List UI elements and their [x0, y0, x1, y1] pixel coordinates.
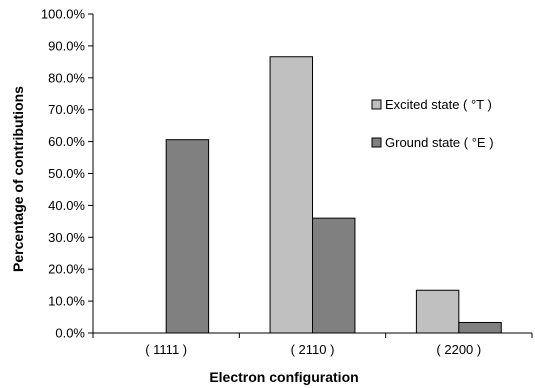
y-tick-label: 20.0% — [48, 262, 85, 277]
y-tick-label: 70.0% — [48, 102, 85, 117]
legend-label: Ground state ( °E ) — [385, 135, 494, 150]
y-tick-label: 40.0% — [48, 198, 85, 213]
y-tick-label: 0.0% — [55, 326, 85, 341]
legend-label: Excited state ( °T ) — [385, 97, 492, 112]
y-tick-label: 100.0% — [41, 7, 86, 22]
y-axis-title: Percentage of contributions — [10, 86, 26, 272]
bar-excited-2 — [415, 289, 460, 334]
legend-swatch — [371, 137, 382, 148]
y-tick-label: 50.0% — [48, 166, 85, 181]
bars — [165, 56, 502, 334]
y-tick-label: 90.0% — [48, 38, 85, 53]
legend: Excited state ( °T ) Ground state ( °E ) — [371, 97, 494, 150]
bar-excited-1 — [269, 56, 313, 334]
x-axis-title: Electron configuration — [209, 369, 358, 385]
x-axis-ticks: ( 1111 ) ( 2110 ) ( 2200 ) — [92, 333, 533, 357]
y-tick-label: 80.0% — [48, 70, 85, 85]
x-tick-label: ( 2200 ) — [436, 342, 481, 357]
x-tick-label: ( 2110 ) — [291, 342, 335, 357]
x-tick-label: ( 1111 ) — [145, 342, 187, 357]
bar-ground-1 — [312, 217, 356, 334]
legend-swatch — [371, 99, 382, 110]
y-tick-label: 30.0% — [48, 230, 85, 245]
bar-ground-2 — [458, 321, 502, 334]
bar-ground-0 — [165, 139, 210, 334]
y-tick-label: 60.0% — [48, 134, 85, 149]
y-tick-label: 10.0% — [48, 294, 85, 309]
y-axis-ticks: 0.0% 10.0% 20.0% 30.0% 40.0% 50.0% 60.0% 70.0% 8… — [41, 7, 93, 341]
